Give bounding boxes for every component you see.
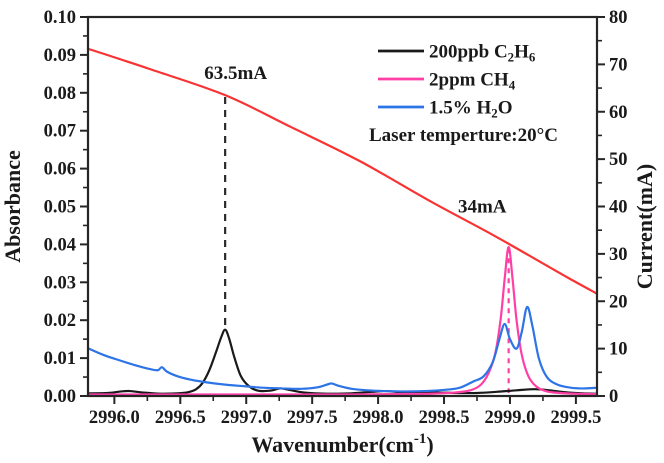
- x-tick-label: 2998.5: [419, 408, 470, 428]
- annotation-anno-34ma: 34mA: [458, 197, 507, 218]
- series-c2h6: [86, 328, 599, 395]
- y-left-tick-label: 0.06: [44, 160, 76, 180]
- y-right-tick-label: 10: [609, 340, 628, 360]
- series-h2o: [86, 305, 599, 393]
- y-axis-title-left: Absorbance: [0, 150, 25, 263]
- x-tick-label: 2999.5: [550, 408, 601, 428]
- x-tick-label: 2997.5: [287, 408, 338, 428]
- y-left-tick-label: 0.07: [44, 122, 76, 142]
- y-right-tick-label: 0: [609, 387, 618, 407]
- y-right-tick-label: 50: [609, 150, 628, 170]
- legend-label-h2o: 1.5% H2O: [429, 98, 513, 121]
- y-right-tick-label: 30: [609, 245, 628, 265]
- y-left-tick-label: 0.04: [44, 235, 76, 255]
- legend: 200ppb C2H6 2ppm CH4 1.5% H2O Laser tempert…: [369, 42, 558, 147]
- y-left-tick-label: 0.10: [44, 8, 76, 28]
- x-tick-label: 2997.0: [221, 408, 272, 428]
- y-left-tick-label: 0.02: [44, 311, 76, 331]
- y-left-tick-label: 0.09: [44, 46, 76, 66]
- annotation-anno-63-5ma: 63.5mA: [204, 63, 267, 84]
- y-right-tick-label: 20: [609, 292, 628, 312]
- legend-label-ch4: 2ppm CH4: [429, 70, 516, 93]
- y-right-tick-label: 60: [609, 103, 628, 123]
- legend-note: Laser temperture:20°C: [369, 125, 558, 146]
- y-right-tick-label: 70: [609, 55, 628, 75]
- y-left-tick-label: 0.08: [44, 84, 76, 104]
- legend-label-c2h6: 200ppb C2H6: [429, 42, 536, 65]
- x-axis-title: Wavenumber(cm-1): [251, 431, 433, 457]
- x-tick-label: 2998.0: [353, 408, 404, 428]
- y-left-tick-label: 0.00: [44, 387, 76, 407]
- series-laser_current: [86, 47, 599, 295]
- y-left-tick-label: 0.03: [44, 273, 76, 293]
- y-left-tick-label: 0.01: [44, 349, 76, 369]
- x-tick-label: 2996.5: [155, 408, 206, 428]
- x-tick-label: 2999.0: [485, 408, 536, 428]
- y-right-tick-label: 80: [609, 8, 628, 28]
- x-tick-label: 2996.0: [89, 408, 140, 428]
- y-axis-title-right: Current(mA): [632, 164, 657, 289]
- y-left-tick-label: 0.05: [44, 198, 76, 218]
- y-right-tick-label: 40: [609, 198, 628, 218]
